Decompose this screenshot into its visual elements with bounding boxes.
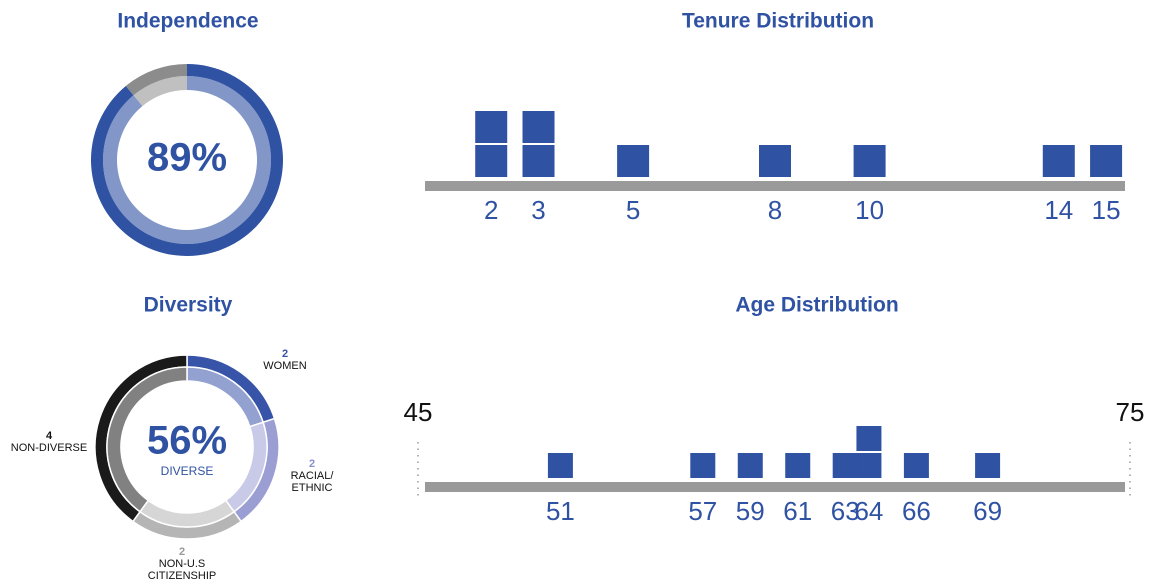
chart-title: Independence bbox=[117, 10, 258, 33]
x-value-label: 59 bbox=[736, 496, 765, 526]
chart-title: Age Distribution bbox=[735, 294, 898, 317]
segment-name: RACIAL/ ETHNIC bbox=[290, 470, 334, 494]
center-value: 56% bbox=[147, 419, 227, 463]
segment-count: 4 bbox=[45, 430, 53, 442]
dot-square bbox=[1042, 145, 1075, 177]
dot-square bbox=[475, 145, 508, 177]
dot-square bbox=[975, 453, 1001, 478]
x-value-label: 61 bbox=[783, 496, 812, 526]
segment-label: 2 RACIAL/ ETHNIC bbox=[290, 458, 334, 494]
dot-square bbox=[785, 453, 811, 478]
dot-square bbox=[522, 145, 555, 177]
x-value-label: 2 bbox=[484, 195, 498, 225]
x-tick-label: 45 bbox=[404, 397, 433, 427]
axis-line bbox=[425, 181, 1125, 191]
x-value-label: 69 bbox=[973, 496, 1002, 526]
donut-remainder bbox=[125, 64, 187, 96]
donut-segment-inner bbox=[106, 366, 188, 513]
segment-label: 4 NON-DIVERSE bbox=[4, 430, 94, 454]
x-value-label: 63 bbox=[831, 496, 860, 526]
x-value-label: 51 bbox=[546, 496, 575, 526]
dot-square bbox=[903, 453, 929, 478]
dot-square bbox=[690, 453, 716, 478]
x-value-label: 14 bbox=[1044, 195, 1073, 225]
x-value-label: 10 bbox=[855, 195, 884, 225]
x-tick-label: 75 bbox=[1116, 397, 1145, 427]
center-subtitle: DIVERSE bbox=[161, 464, 214, 478]
segment-count: 2 bbox=[281, 348, 289, 360]
dot-square bbox=[737, 453, 763, 478]
dot-square bbox=[1090, 145, 1123, 177]
segment-name: NON-U.S CITIZENSHIP bbox=[147, 558, 217, 582]
donut-remainder-inner bbox=[133, 76, 187, 107]
dot-square bbox=[856, 426, 882, 451]
x-value-label: 3 bbox=[531, 195, 545, 225]
dot-square bbox=[759, 145, 791, 177]
chart-title: Tenure Distribution bbox=[682, 10, 874, 33]
x-value-label: 15 bbox=[1092, 195, 1121, 225]
dot-square bbox=[522, 111, 555, 143]
x-value-label: 5 bbox=[626, 195, 640, 225]
x-value-label: 64 bbox=[854, 496, 883, 526]
x-value-label: 8 bbox=[768, 195, 782, 225]
axis-line bbox=[425, 482, 1125, 492]
dot-square bbox=[547, 453, 573, 478]
dot-square bbox=[856, 453, 882, 478]
dot-square bbox=[832, 453, 858, 478]
segment-count: 2 bbox=[178, 546, 186, 558]
segment-name: WOMEN bbox=[263, 360, 307, 372]
center-value: 89% bbox=[147, 136, 227, 180]
segment-label: 2 NON-U.S CITIZENSHIP bbox=[142, 546, 222, 582]
x-value-label: 66 bbox=[902, 496, 931, 526]
dot-square bbox=[853, 145, 886, 177]
segment-count: 2 bbox=[308, 458, 316, 470]
x-value-label: 57 bbox=[688, 496, 717, 526]
dot-square bbox=[475, 111, 508, 143]
dot-square bbox=[617, 145, 650, 177]
segment-name: NON-DIVERSE bbox=[10, 442, 88, 454]
segment-label: 2 WOMEN bbox=[255, 348, 315, 372]
chart-title: Diversity bbox=[144, 294, 233, 317]
